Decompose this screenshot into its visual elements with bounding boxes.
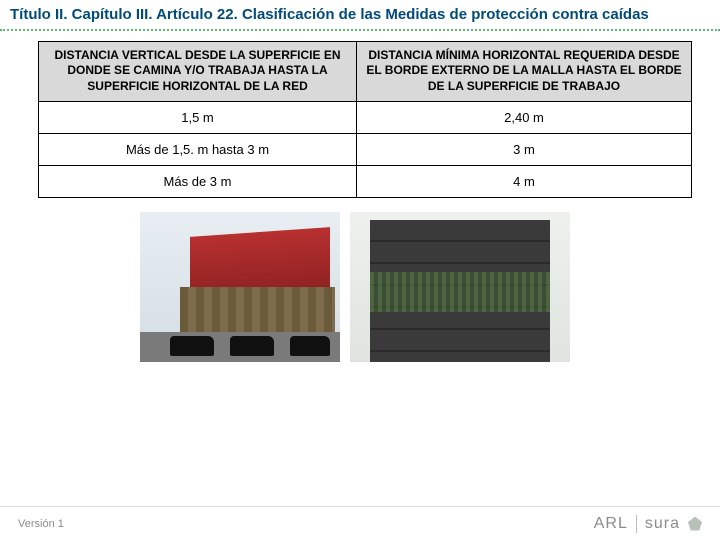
image-shape <box>370 272 550 312</box>
example-image-2 <box>350 212 570 362</box>
table-row: Más de 1,5. m hasta 3 m 3 m <box>39 133 692 165</box>
logo-arl-text: ARL <box>594 515 628 533</box>
footer: Versión 1 ARL sura <box>0 506 720 540</box>
distances-table: DISTANCIA VERTICAL DESDE LA SUPERFICIE E… <box>38 41 692 198</box>
image-shape <box>170 336 214 356</box>
table-cell: 2,40 m <box>357 101 692 133</box>
image-shape <box>290 336 330 356</box>
title-divider <box>0 29 720 31</box>
logo-divider <box>636 515 637 533</box>
images-row <box>0 198 720 362</box>
example-image-1 <box>140 212 340 362</box>
version-label: Versión 1 <box>18 518 64 530</box>
table-container: DISTANCIA VERTICAL DESDE LA SUPERFICIE E… <box>0 41 720 198</box>
table-cell: 3 m <box>357 133 692 165</box>
table-header-row: DISTANCIA VERTICAL DESDE LA SUPERFICIE E… <box>39 41 692 101</box>
table-row: Más de 3 m 4 m <box>39 165 692 197</box>
logo-sura-text: sura <box>645 515 680 533</box>
table-header-col1: DISTANCIA VERTICAL DESDE LA SUPERFICIE E… <box>39 41 357 101</box>
table-cell: 4 m <box>357 165 692 197</box>
page-title: Título II. Capítulo III. Artículo 22. Cl… <box>0 0 720 29</box>
table-row: 1,5 m 2,40 m <box>39 101 692 133</box>
brand-logo: ARL sura <box>594 515 702 533</box>
leaf-icon <box>688 517 702 531</box>
image-shape <box>230 336 274 356</box>
table-cell: 1,5 m <box>39 101 357 133</box>
table-header-col2: DISTANCIA MÍNIMA HORIZONTAL REQUERIDA DE… <box>357 41 692 101</box>
table-cell: Más de 3 m <box>39 165 357 197</box>
table-cell: Más de 1,5. m hasta 3 m <box>39 133 357 165</box>
